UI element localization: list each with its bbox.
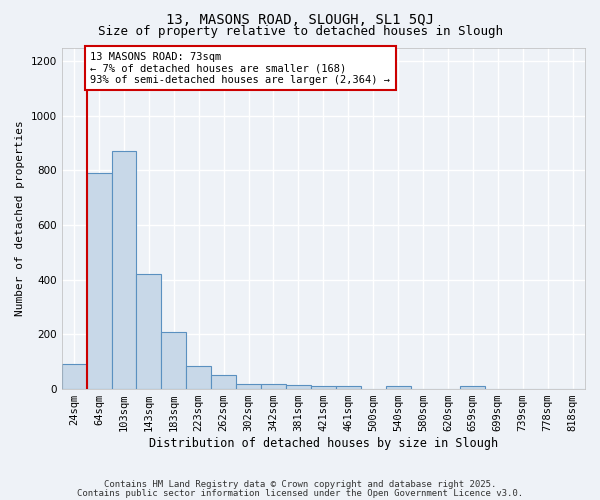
Bar [236,384,261,389]
Bar [386,386,410,389]
Bar [261,384,286,389]
Bar [136,274,161,389]
X-axis label: Distribution of detached houses by size in Slough: Distribution of detached houses by size … [149,437,498,450]
Bar [112,152,136,389]
Bar [86,173,112,389]
Bar [460,386,485,389]
Text: Contains HM Land Registry data © Crown copyright and database right 2025.: Contains HM Land Registry data © Crown c… [104,480,496,489]
Bar [62,364,86,389]
Text: Size of property relative to detached houses in Slough: Size of property relative to detached ho… [97,25,503,38]
Y-axis label: Number of detached properties: Number of detached properties [15,120,25,316]
Bar [286,385,311,389]
Bar [186,366,211,389]
Bar [161,332,186,389]
Text: Contains public sector information licensed under the Open Government Licence v3: Contains public sector information licen… [77,489,523,498]
Bar [336,386,361,389]
Text: 13, MASONS ROAD, SLOUGH, SL1 5QJ: 13, MASONS ROAD, SLOUGH, SL1 5QJ [166,12,434,26]
Bar [211,376,236,389]
Bar [311,386,336,389]
Text: 13 MASONS ROAD: 73sqm
← 7% of detached houses are smaller (168)
93% of semi-deta: 13 MASONS ROAD: 73sqm ← 7% of detached h… [91,52,391,85]
